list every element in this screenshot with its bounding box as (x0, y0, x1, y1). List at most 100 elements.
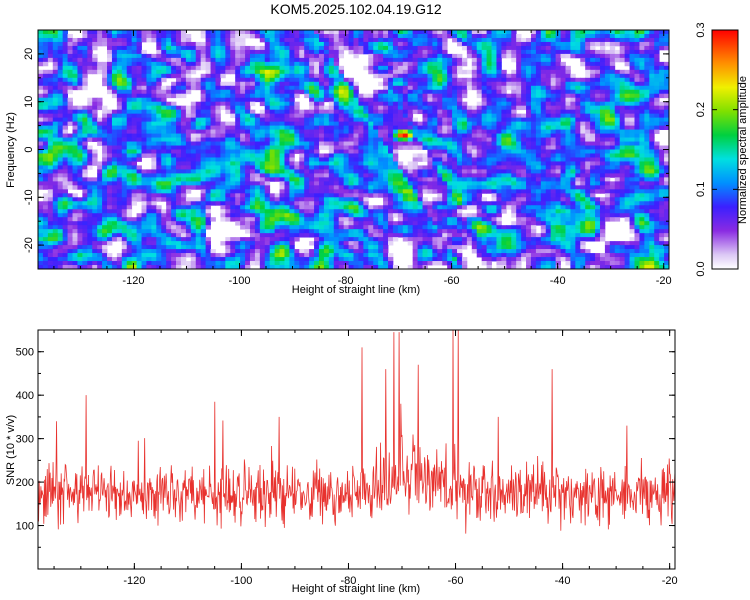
heatmap-cell (111, 89, 118, 95)
heatmap-cell (521, 169, 527, 174)
heatmap-cell (195, 173, 202, 178)
heatmap-cell (107, 149, 113, 154)
heatmap-cell (580, 125, 586, 130)
heatmap-cell (649, 117, 655, 123)
heatmap-cell (373, 53, 379, 59)
heatmap-cell (447, 65, 453, 71)
heatmap-cell (126, 137, 133, 142)
heatmap-cell (205, 165, 211, 170)
heatmap-cell (585, 125, 591, 130)
heatmap-cell (111, 161, 118, 166)
heatmap-cell (42, 101, 49, 107)
heatmap-cell (304, 65, 310, 71)
heatmap-cell (452, 93, 458, 99)
heatmap-cell (373, 73, 379, 79)
heatmap-cell (550, 133, 557, 138)
heatmap-cell (77, 153, 83, 158)
heatmap-cell (284, 97, 290, 103)
heatmap-cell (343, 85, 349, 91)
heatmap-cell (200, 189, 207, 194)
heatmap-cell (639, 53, 645, 59)
heatmap-cell (580, 161, 586, 166)
heatmap-cell (52, 173, 59, 178)
heatmap-cell (205, 69, 211, 75)
heatmap-cell (392, 161, 399, 166)
heatmap-cell (333, 173, 340, 178)
heatmap-cell (466, 133, 473, 138)
heatmap-cell (176, 30, 182, 35)
heatmap-cell (471, 121, 478, 126)
heatmap-cell (264, 45, 271, 51)
heatmap-cell (38, 165, 44, 170)
heatmap-cell (235, 33, 241, 39)
heatmap-cell (107, 181, 113, 186)
heatmap-cell (388, 169, 394, 174)
heatmap-cell (314, 45, 320, 51)
heatmap-cell (47, 45, 54, 51)
heatmap-cell (57, 173, 64, 178)
heatmap-cell (550, 153, 557, 158)
heatmap-cell (92, 45, 98, 51)
heatmap-cell (511, 33, 517, 39)
heatmap-cell (289, 89, 295, 95)
heatmap-cell (136, 93, 142, 99)
heatmap-cell (540, 53, 547, 59)
heatmap-cell (392, 153, 399, 158)
heatmap-cell (161, 61, 167, 67)
heatmap-cell (506, 73, 512, 79)
heatmap-cell (141, 153, 147, 158)
heatmap-cell (185, 169, 192, 174)
heatmap-cell (481, 181, 487, 186)
heatmap-cell (82, 81, 88, 87)
heatmap-cell (550, 169, 557, 174)
heatmap-cell (649, 49, 655, 55)
heatmap-cell (102, 65, 108, 71)
heatmap-cell (131, 53, 137, 59)
heatmap-cell (629, 81, 635, 87)
heatmap-cell (604, 141, 611, 146)
heatmap-cell (397, 109, 404, 115)
heatmap-cell (358, 153, 364, 158)
heatmap-cell (225, 97, 231, 103)
heatmap-cell (47, 57, 54, 63)
heatmap-cell (171, 165, 177, 170)
heatmap-cell (654, 173, 660, 178)
heatmap-cell (141, 121, 147, 126)
heatmap-cell (383, 145, 389, 150)
heatmap-cell (624, 41, 630, 47)
heatmap-cell (363, 117, 369, 123)
heatmap-cell (42, 177, 49, 182)
heatmap-cell (185, 49, 192, 55)
heatmap-cell (427, 165, 433, 170)
heatmap-cell (471, 129, 478, 134)
heatmap-cell (471, 73, 478, 79)
heatmap-cell (146, 65, 152, 71)
heatmap-cell (530, 153, 537, 158)
heatmap-cell (338, 173, 345, 178)
heatmap-cell (604, 109, 611, 115)
heatmap-cell (604, 57, 611, 63)
heatmap-cell (343, 169, 349, 174)
heatmap-cell (111, 173, 118, 178)
heatmap-cell (491, 97, 497, 103)
heatmap-cell (619, 113, 626, 119)
heatmap-cell (383, 165, 389, 170)
heatmap-cell (432, 137, 438, 142)
heatmap-cell (97, 161, 103, 166)
heatmap-cell (378, 169, 384, 174)
heatmap-cell (299, 49, 305, 55)
heatmap-cell (200, 65, 207, 71)
heatmap-cell (402, 181, 409, 186)
heatmap-cell (595, 41, 601, 47)
heatmap-cell (378, 30, 384, 35)
heatmap-cell (585, 169, 591, 174)
heatmap-cell (304, 137, 310, 142)
heatmap-cell (176, 85, 182, 91)
heatmap-cell (363, 49, 369, 55)
heatmap-cell (102, 153, 108, 158)
heatmap-cell (102, 161, 108, 166)
heatmap-cell (304, 141, 310, 146)
heatmap-cell (373, 57, 379, 63)
heatmap-cell (338, 133, 345, 138)
heatmap-cell (388, 37, 394, 43)
